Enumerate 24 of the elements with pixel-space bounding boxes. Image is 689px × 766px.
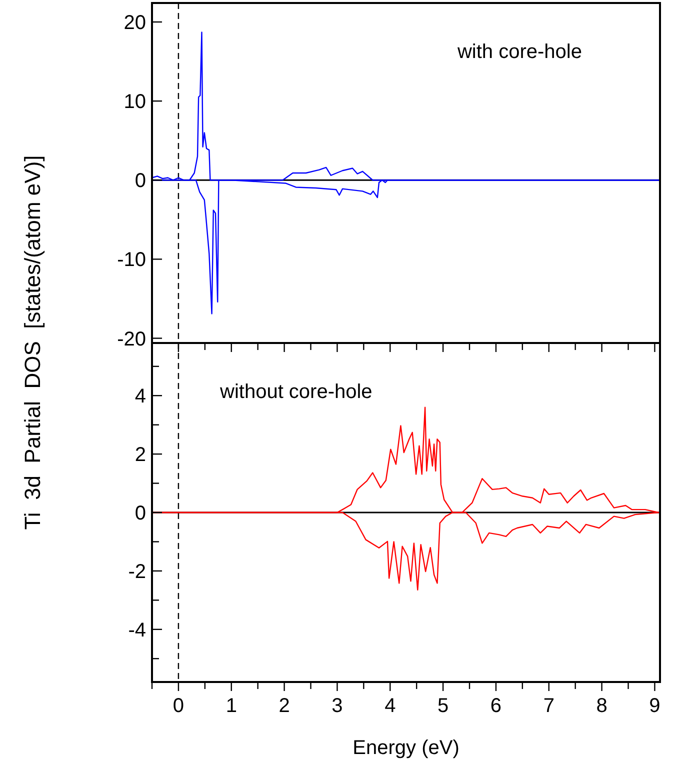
x-tick-label: 6 — [490, 695, 502, 717]
y-tick-label: -2 — [128, 560, 146, 583]
x-tick-label: 9 — [649, 695, 660, 717]
y-tick-label: -4 — [128, 619, 146, 642]
x-tick-label: 7 — [543, 695, 554, 717]
x-axis-title: Energy (eV) — [352, 737, 460, 759]
y-tick-label: 0 — [134, 502, 146, 524]
x-tick-label: 2 — [278, 695, 290, 717]
y-tick-label: 20 — [124, 12, 146, 34]
annotation: without core-hole — [219, 381, 372, 403]
y-tick-label: -10 — [117, 249, 146, 272]
x-tick-label: 5 — [437, 695, 449, 717]
y-tick-label: 4 — [134, 386, 146, 408]
x-tick-label: 3 — [332, 695, 343, 717]
y-tick-label: -20 — [117, 328, 146, 350]
y-axis-title: Ti 3d Partial DOS [states/(atom eV)] — [20, 155, 45, 530]
y-tick-label: 2 — [134, 444, 146, 466]
y-tick-label: 0 — [134, 170, 146, 192]
y-tick-label: 10 — [124, 91, 146, 114]
x-tick-label: 8 — [596, 695, 608, 717]
annotation: with core-hole — [456, 41, 582, 63]
x-tick-label: 4 — [384, 695, 396, 717]
x-tick-label: 0 — [172, 695, 184, 717]
x-tick-label: 1 — [226, 695, 237, 717]
